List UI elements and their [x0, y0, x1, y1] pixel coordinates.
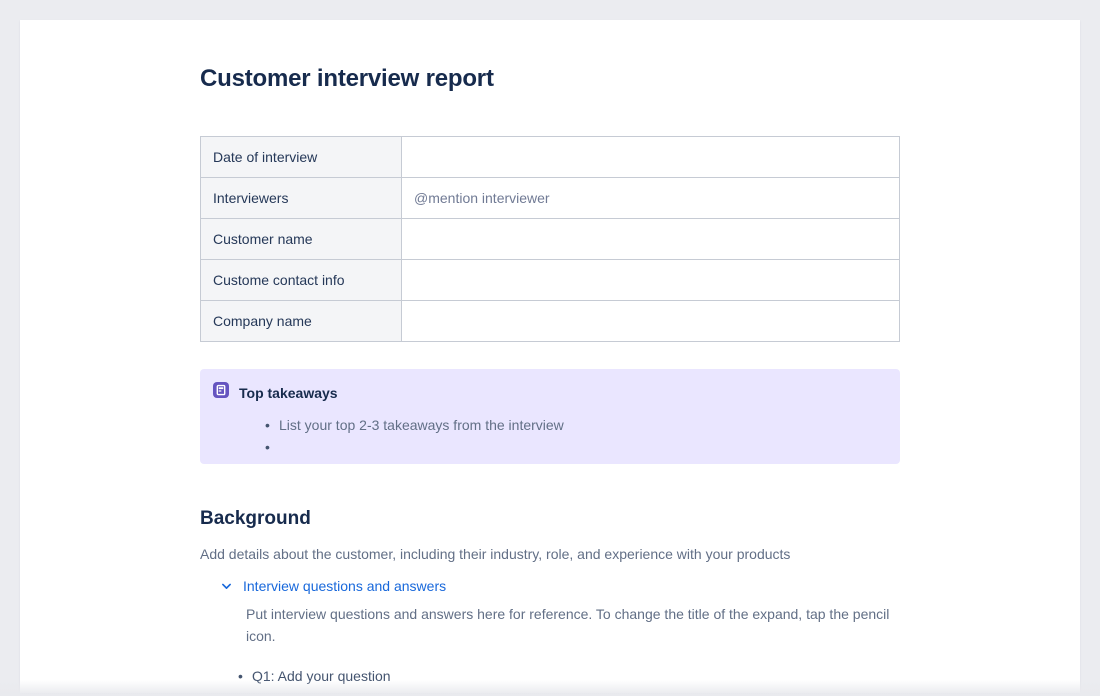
document-card: Customer interview report Date of interv… — [20, 20, 1080, 693]
table-row: Customer name — [200, 218, 900, 260]
top-takeaways-panel: Top takeaways List your top 2-3 takeaway… — [200, 369, 900, 464]
note-icon — [213, 382, 229, 403]
customer-contact-info-field[interactable] — [401, 259, 900, 301]
table-row: Interviewers @mention interviewer — [200, 177, 900, 219]
page-title: Customer interview report — [200, 65, 494, 92]
question-item[interactable]: Q1: Add your question — [238, 665, 900, 687]
customer-details-table: Date of interview Interviewers @mention … — [200, 136, 900, 342]
table-row: Custome contact info — [200, 259, 900, 301]
takeaway-item-empty[interactable] — [265, 436, 884, 458]
panel-title: Top takeaways — [239, 384, 338, 401]
expand-body-text: Put interview questions and answers here… — [246, 606, 890, 644]
expand-title[interactable]: Interview questions and answers — [243, 578, 447, 594]
row-label-company-name: Company name — [200, 300, 402, 342]
interview-qa-expand: Interview questions and answers Put inte… — [200, 576, 900, 693]
customer-name-field[interactable] — [401, 218, 900, 260]
date-of-interview-field[interactable] — [401, 136, 900, 178]
background-description: Add details about the customer, includin… — [200, 546, 791, 562]
expand-toggle[interactable]: Interview questions and answers — [200, 576, 900, 596]
chevron-down-icon[interactable] — [220, 580, 233, 593]
company-name-field[interactable] — [401, 300, 900, 342]
row-label-interviewers: Interviewers — [200, 177, 402, 219]
row-label-customer-contact-info: Custome contact info — [200, 259, 402, 301]
table-row: Company name — [200, 300, 900, 342]
panel-header: Top takeaways — [213, 382, 884, 403]
takeaway-item[interactable]: List your top 2-3 takeaways from the int… — [265, 414, 884, 436]
table-row: Date of interview — [200, 136, 900, 178]
row-label-customer-name: Customer name — [200, 218, 402, 260]
qa-list: Q1: Add your question A1: Add the custom… — [238, 665, 900, 693]
interviewers-field[interactable]: @mention interviewer — [401, 177, 900, 219]
background-heading: Background — [200, 508, 311, 529]
document-content: Customer interview report Date of interv… — [20, 64, 900, 693]
takeaways-list: List your top 2-3 takeaways from the int… — [265, 414, 884, 458]
row-label-date-of-interview: Date of interview — [200, 136, 402, 178]
